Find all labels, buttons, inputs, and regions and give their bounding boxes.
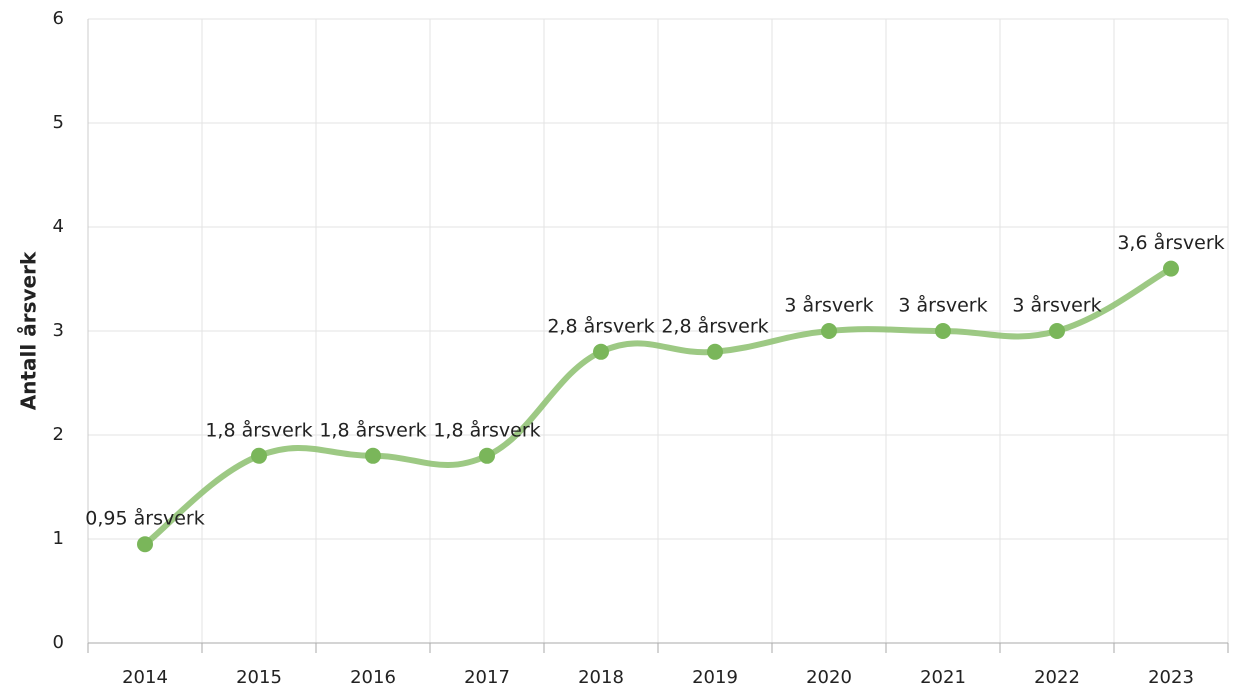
point [707, 343, 723, 360]
y-axis-label: Antall årsverk [17, 251, 41, 410]
y-tick-label: 2 [53, 424, 64, 445]
x-tick-label: 2019 [692, 667, 738, 688]
data-label: 3,6 årsverk [1117, 231, 1224, 254]
point [479, 447, 495, 464]
point [365, 447, 381, 464]
x-tick-label: 2014 [122, 667, 168, 688]
x-tick-label: 2023 [1148, 667, 1194, 688]
data-label: 1,8 årsverk [205, 418, 312, 441]
x-tick-label: 2021 [920, 667, 966, 688]
x-tick-label: 2018 [578, 667, 624, 688]
y-tick-label: 3 [53, 320, 64, 341]
point [1163, 260, 1179, 277]
data-label: 3 årsverk [1012, 294, 1101, 317]
x-tick-label: 2016 [350, 667, 396, 688]
y-tick-label: 1 [53, 528, 64, 549]
data-label: 0,95 årsverk [85, 507, 204, 530]
y-tick-label: 6 [53, 8, 64, 29]
point [821, 323, 837, 339]
data-label: 3 årsverk [784, 294, 873, 317]
data-label: 2,8 årsverk [661, 314, 768, 337]
data-label: 1,8 årsverk [433, 418, 540, 441]
data-label: 2,8 årsverk [547, 314, 654, 337]
x-tick-label: 2015 [236, 667, 282, 688]
y-tick-label: 5 [53, 112, 64, 133]
point [137, 536, 153, 553]
y-tick-label: 4 [53, 216, 64, 237]
x-tick-label: 2022 [1034, 667, 1080, 688]
data-label: 3 årsverk [898, 294, 987, 317]
x-tick-label: 2020 [806, 667, 852, 688]
data-label: 1,8 årsverk [319, 418, 426, 441]
point [251, 447, 267, 464]
point [593, 343, 609, 360]
y-tick-label: 0 [53, 632, 64, 653]
point [1049, 323, 1065, 339]
line [142, 265, 1174, 548]
x-tick-label: 2017 [464, 667, 510, 688]
point [935, 323, 951, 339]
